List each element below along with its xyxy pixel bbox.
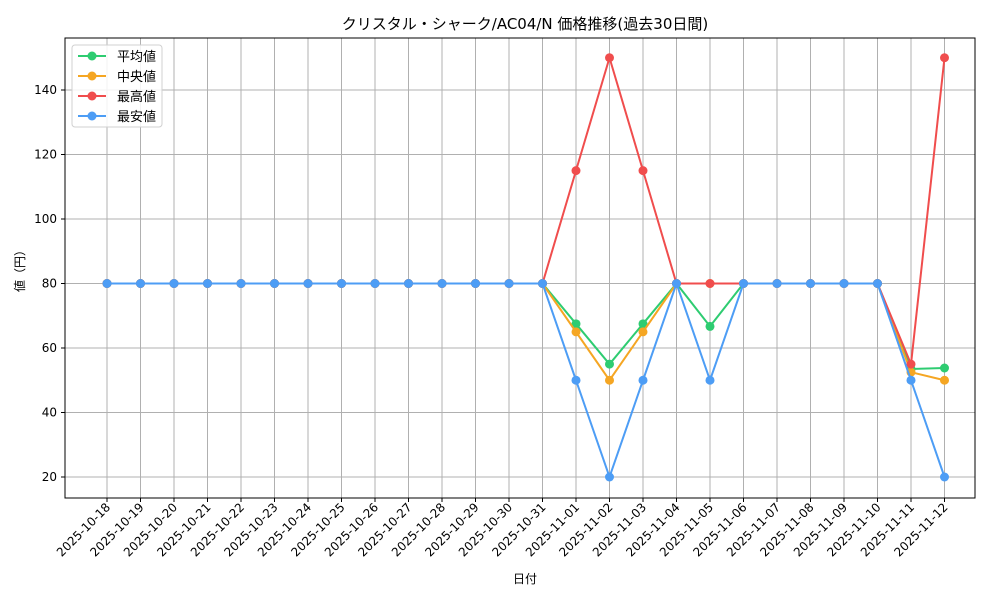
data-point: [940, 53, 949, 63]
series-line: [107, 281, 945, 370]
legend-marker-icon: [87, 111, 97, 121]
data-point: [370, 279, 380, 288]
y-axis-ticks: 20 40 60 80 100 120 140: [34, 83, 65, 484]
y-tick-label: 120: [34, 148, 57, 162]
data-point: [136, 279, 145, 288]
data-point: [906, 359, 916, 369]
plot-frame: [64, 37, 976, 499]
data-point: [337, 279, 346, 288]
data-point: [638, 375, 648, 385]
legend-marker-icon: [87, 91, 97, 101]
legend-box: [71, 44, 163, 128]
chart-title: クリスタル・シャーク/AC04/N 価格推移(過去30日間): [342, 15, 708, 33]
data-point: [705, 321, 715, 331]
x-axis-ticks: 2025-10-182025-10-192025-10-202025-10-21…: [54, 498, 951, 559]
data-point: [940, 472, 949, 482]
data-point: [571, 319, 581, 329]
y-tick-label: 100: [34, 212, 57, 226]
data-point: [605, 472, 614, 482]
data-point: [638, 166, 648, 176]
series-layer: [102, 53, 949, 482]
legend-label: 中央値: [117, 69, 156, 85]
series-line: [107, 280, 946, 481]
data-point: [404, 279, 413, 288]
legend-label: 最安値: [117, 109, 156, 125]
data-point: [806, 279, 815, 288]
data-point: [839, 279, 849, 288]
y-tick-label: 60: [42, 341, 57, 355]
data-point: [772, 279, 782, 288]
data-point: [571, 166, 581, 176]
legend-label: 平均値: [117, 49, 156, 65]
data-point: [236, 279, 246, 288]
grid-lines: [65, 38, 975, 498]
data-point: [270, 279, 279, 288]
y-axis-label: 値（円）: [12, 244, 27, 292]
data-point: [672, 279, 681, 288]
data-point: [169, 279, 179, 288]
y-tick-label: 80: [42, 277, 57, 291]
y-tick-label: 140: [34, 83, 57, 97]
data-point: [638, 327, 648, 337]
data-point: [873, 279, 882, 288]
data-point: [705, 279, 715, 288]
data-point: [471, 279, 480, 288]
data-point: [605, 375, 614, 385]
data-point: [203, 279, 212, 288]
data-point: [538, 279, 547, 288]
legend-marker-icon: [87, 71, 97, 81]
data-point: [739, 279, 748, 288]
data-point: [940, 375, 949, 385]
y-tick-label: 20: [42, 470, 57, 484]
legend-label: 最高値: [117, 89, 156, 105]
data-point: [437, 279, 447, 288]
data-point: [605, 359, 614, 369]
data-point: [571, 375, 581, 385]
data-point: [638, 319, 648, 329]
data-point: [504, 279, 514, 288]
data-point: [571, 327, 581, 337]
data-point: [605, 53, 614, 63]
data-point: [102, 279, 112, 288]
series-line: [107, 282, 945, 383]
data-point: [906, 375, 916, 385]
y-tick-label: 40: [42, 406, 57, 420]
legend-marker-icon: [87, 51, 97, 61]
data-point: [940, 363, 949, 373]
data-point: [303, 279, 313, 288]
series-line: [107, 54, 946, 365]
data-point: [705, 375, 715, 385]
x-axis-label: 日付: [513, 572, 537, 586]
